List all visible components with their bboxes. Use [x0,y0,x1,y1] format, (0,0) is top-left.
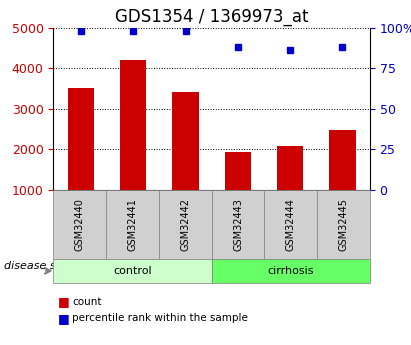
Text: ■: ■ [58,295,69,308]
Text: ■: ■ [58,312,69,325]
Text: GSM32445: GSM32445 [339,198,349,251]
Text: percentile rank within the sample: percentile rank within the sample [72,314,248,323]
Bar [68,88,94,190]
Text: count: count [72,297,102,307]
Bar [329,130,356,190]
Bar [277,146,303,190]
Text: GSM32441: GSM32441 [127,198,138,251]
Bar [225,152,251,190]
Bar [120,60,146,190]
Text: cirrhosis: cirrhosis [268,266,314,276]
Text: disease state: disease state [4,262,78,271]
Text: GSM32442: GSM32442 [180,198,190,251]
Text: GSM32443: GSM32443 [233,198,243,251]
Text: GSM32444: GSM32444 [286,198,296,251]
Title: GDS1354 / 1369973_at: GDS1354 / 1369973_at [115,8,308,26]
Text: control: control [113,266,152,276]
Bar [173,92,199,190]
Text: GSM32440: GSM32440 [75,198,85,251]
